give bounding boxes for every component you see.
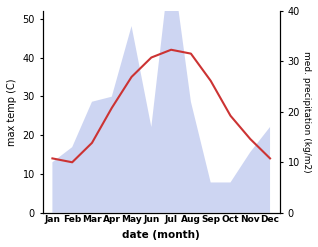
X-axis label: date (month): date (month) xyxy=(122,230,200,240)
Y-axis label: max temp (C): max temp (C) xyxy=(7,78,17,145)
Y-axis label: med. precipitation (kg/m2): med. precipitation (kg/m2) xyxy=(302,51,311,173)
